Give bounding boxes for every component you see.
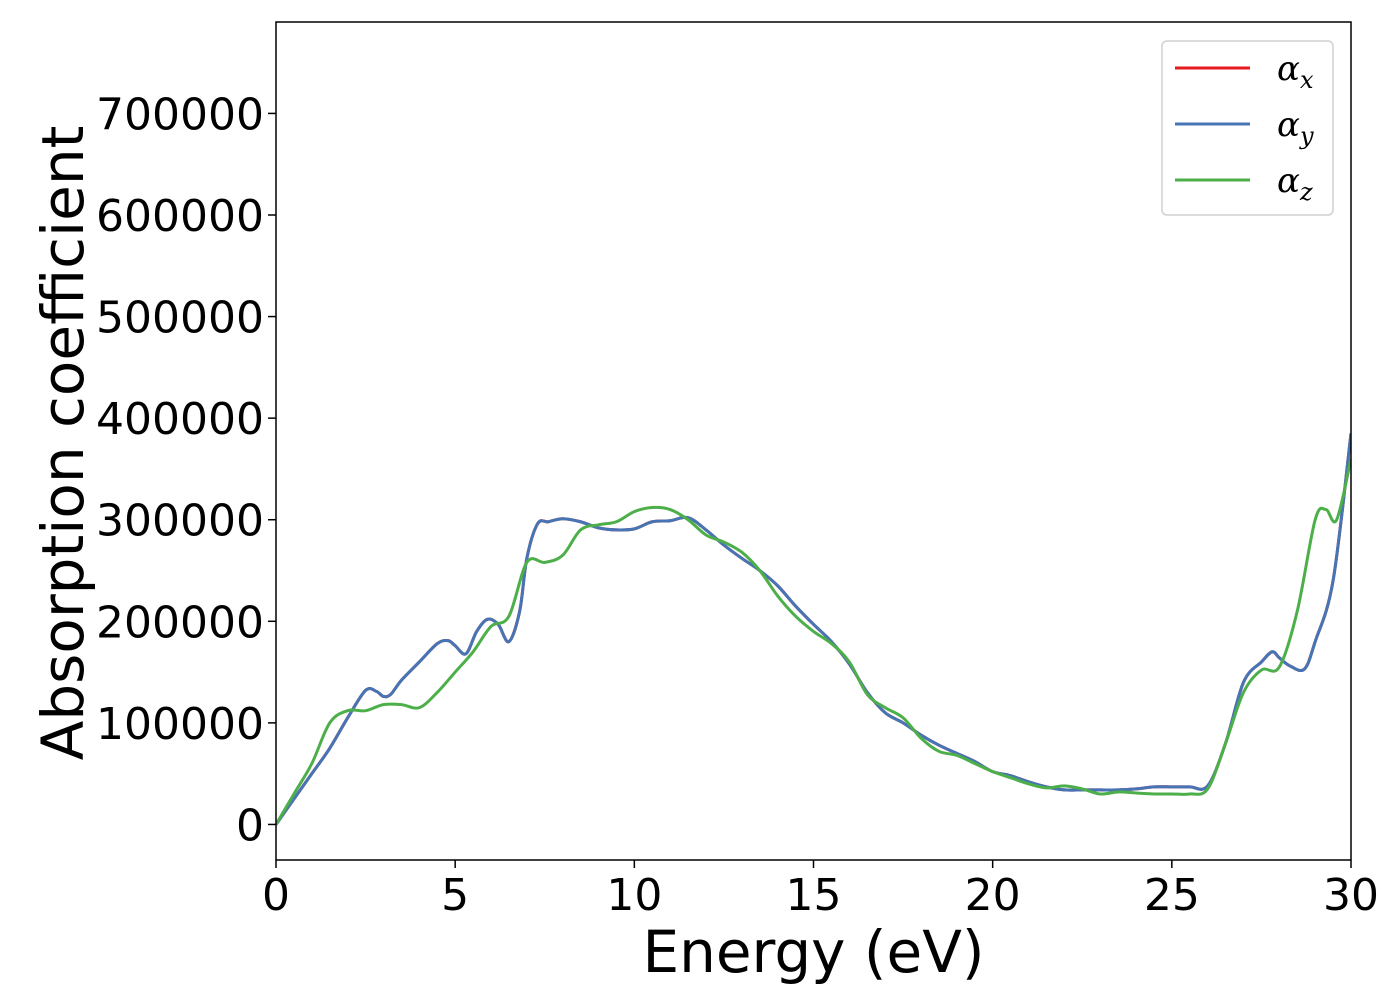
y-tick-label: 300000	[96, 496, 264, 547]
y-tick-label: 100000	[96, 699, 264, 750]
series-line-y	[276, 433, 1351, 826]
y-tick-label: 500000	[96, 293, 264, 344]
y-tick-label: 700000	[96, 89, 264, 140]
y-axis-label: Absorption coefficient	[29, 126, 97, 761]
y-tick-label: 200000	[96, 597, 264, 648]
x-tick-label: 0	[262, 870, 290, 921]
series-layer	[276, 433, 1351, 826]
x-tick-label: 10	[606, 870, 662, 921]
y-axis: 0 100000 200000 300000 400000 500000 600000 700…	[96, 89, 276, 851]
legend-label-base: α	[1277, 49, 1300, 89]
series-line-z	[276, 458, 1351, 826]
legend-label-subscript: y	[1299, 122, 1314, 150]
y-tick-label: 400000	[96, 394, 264, 445]
x-axis-label: Energy (eV)	[642, 918, 984, 986]
x-tick-label: 20	[965, 870, 1021, 921]
legend-label-y: αy	[1277, 105, 1314, 150]
x-axis: 0 5 10 15 20 25 30	[262, 860, 1379, 921]
y-tick-label: 600000	[96, 191, 264, 242]
x-tick-label: 30	[1323, 870, 1379, 921]
legend-label-x: αx	[1277, 49, 1314, 94]
legend-label-subscript: z	[1299, 178, 1313, 206]
legend-label-base: α	[1277, 105, 1300, 145]
legend-label-base: α	[1277, 161, 1300, 201]
legend-label-subscript: x	[1300, 66, 1314, 94]
x-tick-label: 5	[441, 870, 469, 921]
y-tick-label: 0	[236, 800, 264, 851]
x-tick-label: 25	[1144, 870, 1200, 921]
legend-label-z: αz	[1277, 161, 1313, 206]
legend-box	[1161, 40, 1334, 216]
x-tick-label: 15	[786, 870, 842, 921]
